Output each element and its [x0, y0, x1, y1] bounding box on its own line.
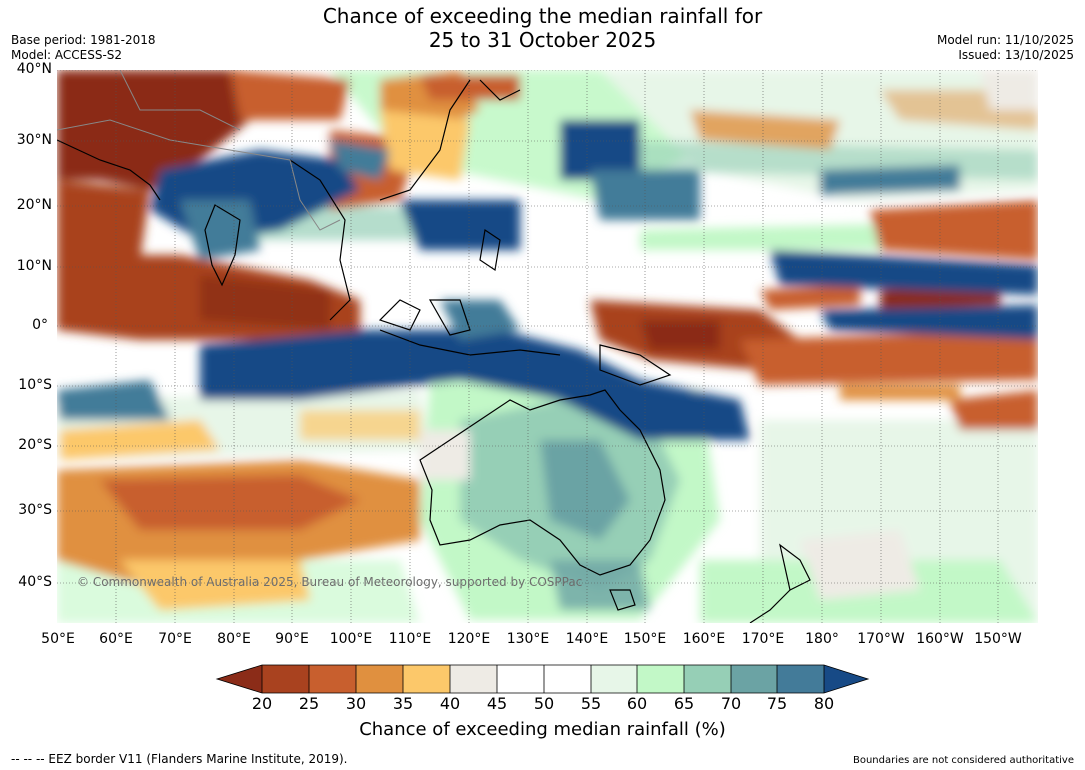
model-run: Model run: 11/10/2025 — [936, 33, 1074, 47]
colorbar-tick: 35 — [392, 694, 414, 713]
map-title: Chance of exceeding the median rainfall … — [0, 4, 1085, 52]
colorbar-tick: 45 — [486, 694, 508, 713]
lat-label: 30°N — [16, 132, 52, 148]
probability-field — [57, 70, 1038, 623]
lon-label: 170°E — [741, 631, 785, 647]
lat-label: 40°N — [16, 61, 52, 77]
lat-label: 20°N — [16, 197, 52, 213]
country-borders — [57, 70, 341, 231]
colorbar-segment — [309, 665, 356, 693]
lon-label: 160°W — [916, 631, 964, 647]
lon-label: 180° — [805, 631, 839, 647]
colorbar-tick: 55 — [580, 694, 602, 713]
model-name: Model: ACCESS-S2 — [11, 48, 123, 62]
lat-label: 20°S — [18, 437, 52, 453]
lat-label: 40°S — [18, 574, 52, 590]
colorbar-tick: 70 — [720, 694, 742, 713]
title-line-1: Chance of exceeding the median rainfall … — [322, 4, 763, 28]
lon-label: 150°W — [974, 631, 1022, 647]
lon-label: 60°E — [99, 631, 133, 647]
colorbar-segment — [637, 665, 684, 693]
colorbar-segment — [731, 665, 777, 693]
lat-label: 10°N — [16, 258, 52, 274]
colorbar-segment — [684, 665, 731, 693]
colorbar-segment — [356, 665, 403, 693]
graticule — [57, 70, 1038, 623]
metadata-left: Base period: 1981-2018 Model: ACCESS-S2 — [11, 33, 156, 63]
colorbar-tick: 50 — [533, 694, 555, 713]
issued-date: Issued: 13/10/2025 — [958, 48, 1074, 62]
colorbar-segment — [403, 665, 450, 693]
colorbar-segment — [262, 665, 309, 693]
eez-note: -- -- -- EEZ border V11 (Flanders Marine… — [11, 752, 348, 766]
colorbar-tick: 30 — [345, 694, 367, 713]
colorbar — [215, 664, 870, 694]
lat-label: 0° — [32, 317, 48, 333]
colorbar-tick: 40 — [439, 694, 461, 713]
colorbar-label: Chance of exceeding median rainfall (%) — [359, 719, 726, 740]
disclaimer: Boundaries are not considered authoritat… — [852, 755, 1074, 766]
lon-label: 150°E — [623, 631, 667, 647]
colorbar-tick: 75 — [766, 694, 788, 713]
colorbar-tick: 80 — [813, 694, 835, 713]
colorbar-tick: 65 — [673, 694, 695, 713]
colorbar-tick: 60 — [626, 694, 648, 713]
colorbar-right-arrow — [824, 665, 868, 693]
colorbar-segment — [591, 665, 637, 693]
title-line-2: 25 to 31 October 2025 — [428, 28, 657, 52]
metadata-right: Model run: 11/10/2025 Issued: 13/10/2025 — [937, 33, 1074, 63]
lat-label: 30°S — [18, 502, 52, 518]
lon-label: 120°E — [447, 631, 491, 647]
lon-label: 90°E — [275, 631, 309, 647]
colorbar-segment — [777, 665, 824, 693]
colorbar-segment — [544, 665, 591, 693]
lon-label: 50°E — [41, 631, 75, 647]
lon-label: 140°E — [565, 631, 609, 647]
lon-label: 100°E — [329, 631, 373, 647]
colorbar-left-arrow — [217, 665, 262, 693]
colorbar-tick: 25 — [298, 694, 320, 713]
map-field: © Commonwealth of Australia 2025, Bureau… — [57, 70, 1038, 623]
lon-label: 130°E — [506, 631, 550, 647]
lon-label: 110°E — [388, 631, 432, 647]
lon-label: 70°E — [158, 631, 192, 647]
colorbar-segment — [450, 665, 497, 693]
coastlines — [57, 79, 811, 623]
lon-label: 170°W — [857, 631, 905, 647]
lon-label: 80°E — [217, 631, 251, 647]
copyright-text: © Commonwealth of Australia 2025, Bureau… — [77, 575, 582, 589]
colorbar-tick: 20 — [251, 694, 273, 713]
lat-label: 10°S — [18, 377, 52, 393]
base-period: Base period: 1981-2018 — [11, 33, 156, 47]
lon-label: 160°E — [682, 631, 726, 647]
colorbar-segment — [497, 665, 544, 693]
